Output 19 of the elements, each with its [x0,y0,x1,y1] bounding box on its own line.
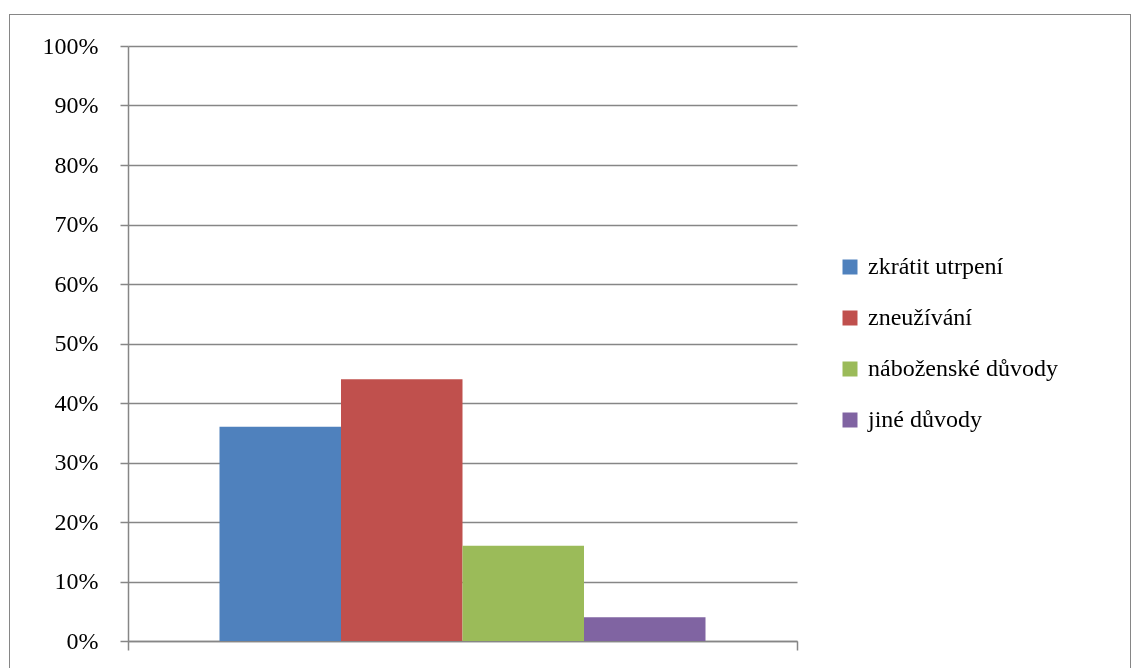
y-tick-label: 100% [42,32,99,59]
y-tick-label: 60% [54,270,99,297]
y-tick-label: 20% [54,508,99,535]
y-tick-label: 90% [54,92,99,118]
y-tick-label: 80% [54,151,99,178]
legend-label: zkrátit utrpení [868,253,1004,279]
bar [584,617,706,641]
y-tick-label: 30% [54,449,99,475]
y-tick-label: 70% [54,211,99,237]
y-tick-label: 50% [54,330,99,356]
bar [462,545,584,641]
bar [341,379,463,641]
legend-label: jiné důvody [867,406,982,432]
bar [219,426,341,641]
legend-label: zneužívání [868,304,973,330]
y-tick-label: 40% [54,389,99,416]
y-tick-label: 10% [54,568,99,594]
legend-label: náboženské důvody [868,355,1058,381]
y-tick-label: 0% [66,627,99,654]
